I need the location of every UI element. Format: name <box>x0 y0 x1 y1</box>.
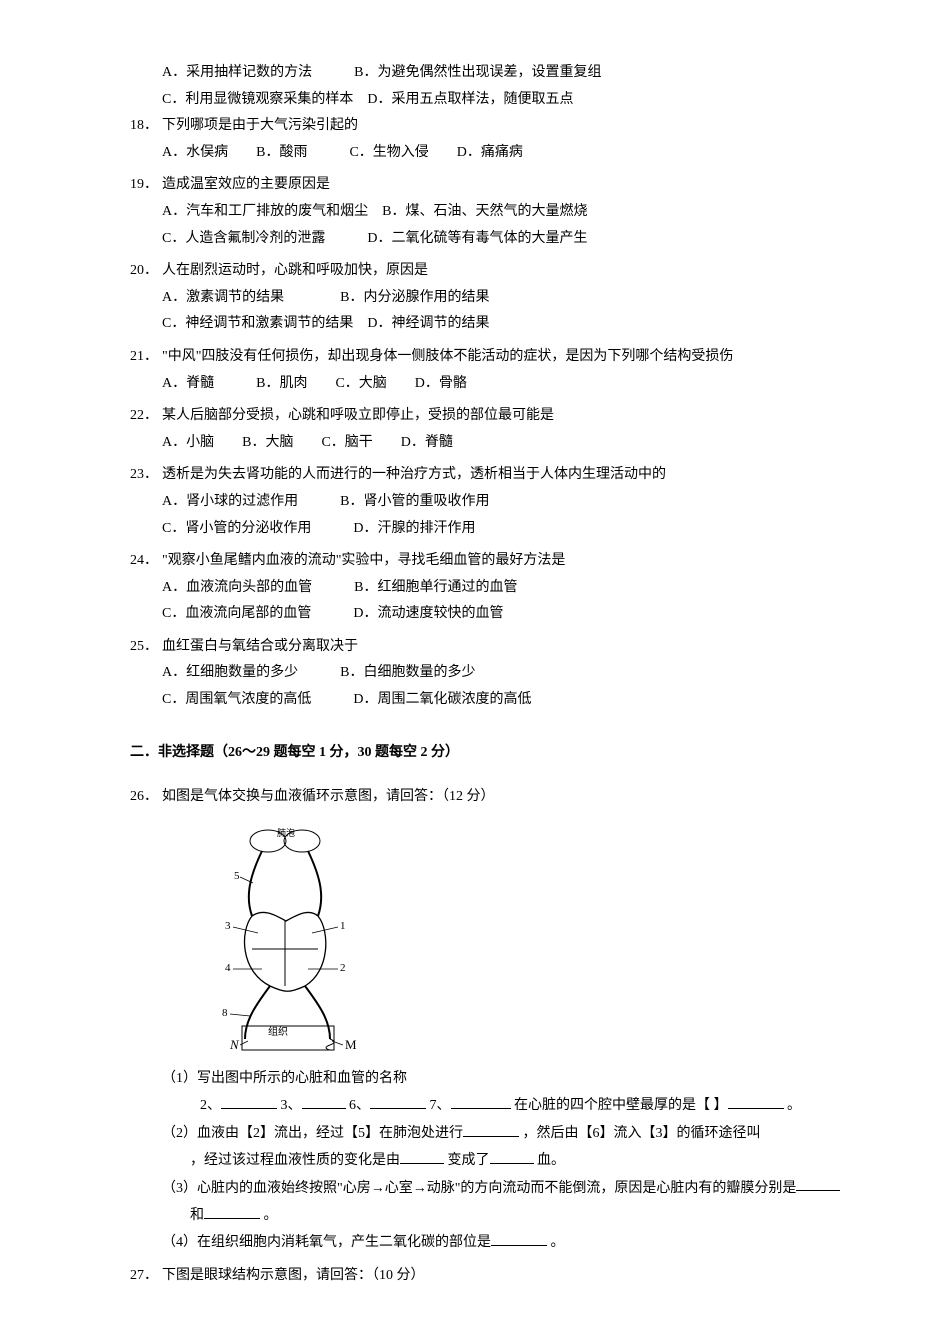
section-2-title: 二．非选择题（26～29 题每空 1 分，30 题每空 2 分） <box>130 740 850 767</box>
option-line: C．血液流向尾部的血管 D．流动速度较快的血管 <box>162 601 850 628</box>
q26-figure: 肺泡 5 3 4 1 2 8 组织 <box>190 821 850 1056</box>
q26-sub4: （4）在组织细胞内消耗氧气，产生二氧化碳的部位是 。 <box>158 1229 850 1256</box>
question-number: 25． <box>130 634 162 661</box>
sub-text: （1）写出图中所示的心脏和血管的名称 <box>162 1071 407 1086</box>
question-stem: 人在剧烈运动时，心跳和呼吸加快，原因是 <box>162 258 850 285</box>
q26-sub2: （2）血液由【2】流出，经过【5】在肺泡处进行 ，然后由【6】流入【3】的循环途… <box>158 1120 850 1175</box>
option-line: A．肾小球的过滤作用 B．肾小管的重吸收作用 <box>162 489 850 516</box>
option-line: A．采用抽样记数的方法 B．为避免偶然性出现误差，设置重复组 <box>162 60 850 87</box>
blank[interactable] <box>451 1092 511 1109</box>
question-stem: 如图是气体交换与血液循环示意图，请回答：（12 分） <box>162 784 850 811</box>
question-20: 20． 人在剧烈运动时，心跳和呼吸加快，原因是 A．激素调节的结果 B．内分泌腺… <box>130 258 850 338</box>
option-line: C．神经调节和激素调节的结果 D．神经调节的结果 <box>162 311 850 338</box>
question-stem: 血红蛋白与氧结合或分离取决于 <box>162 634 850 661</box>
option-line: C．肾小管的分泌收作用 D．汗腺的排汗作用 <box>162 516 850 543</box>
question-26: 26． 如图是气体交换与血液循环示意图，请回答：（12 分） 肺泡 5 3 4 … <box>130 784 850 1257</box>
question-stem: 透析是为失去肾功能的人而进行的一种治疗方式，透析相当于人体内生理活动中的 <box>162 462 850 489</box>
blank[interactable] <box>204 1202 260 1219</box>
svg-text:4: 4 <box>225 962 231 974</box>
question-number: 23． <box>130 462 162 489</box>
option-line: A．脊髓 B．肌肉 C．大脑 D．骨骼 <box>162 371 850 398</box>
q26-sub3: （3）心脏内的血液始终按照"心房→心室→动脉"的方向流动而不能倒流，原因是心脏内… <box>158 1175 850 1230</box>
blank[interactable] <box>221 1092 277 1109</box>
question-number: 19． <box>130 172 162 199</box>
question-number: 22． <box>130 403 162 430</box>
blank[interactable] <box>302 1092 346 1109</box>
question-27: 27． 下图是眼球结构示意图，请回答：（10 分） <box>130 1263 850 1290</box>
question-19: 19． 造成温室效应的主要原因是 A．汽车和工厂排放的废气和烟尘 B．煤、石油、… <box>130 172 850 252</box>
svg-text:8: 8 <box>222 1007 228 1019</box>
question-25: 25． 血红蛋白与氧结合或分离取决于 A．红细胞数量的多少 B．白细胞数量的多少… <box>130 634 850 714</box>
question-stem: "中风"四肢没有任何损伤，却出现身体一侧肢体不能活动的症状，是因为下列哪个结构受… <box>162 344 850 371</box>
option-line: A．水俣病 B．酸雨 C．生物入侵 D．痛痛病 <box>162 140 850 167</box>
svg-text:组织: 组织 <box>268 1025 288 1038</box>
option-line: A．汽车和工厂排放的废气和烟尘 B．煤、石油、天然气的大量燃烧 <box>162 199 850 226</box>
question-stem: 造成温室效应的主要原因是 <box>162 172 850 199</box>
blank[interactable] <box>728 1092 784 1109</box>
question-number: 24． <box>130 548 162 575</box>
label-n: N <box>229 1037 240 1052</box>
svg-text:肺泡: 肺泡 <box>277 827 295 838</box>
blank[interactable] <box>463 1120 519 1137</box>
q26-sub1-blanks: 2、 3、 6、 7、 在心脏的四个腔中壁最厚的是【 】 。 <box>130 1092 850 1119</box>
option-line: C．利用显微镜观察采集的样本 D．采用五点取样法，随便取五点 <box>162 87 850 114</box>
svg-text:3: 3 <box>225 920 231 932</box>
option-line: A．红细胞数量的多少 B．白细胞数量的多少 <box>162 660 850 687</box>
question-23: 23． 透析是为失去肾功能的人而进行的一种治疗方式，透析相当于人体内生理活动中的… <box>130 462 850 542</box>
question-number: 26． <box>130 784 162 811</box>
option-line: A．激素调节的结果 B．内分泌腺作用的结果 <box>162 285 850 312</box>
blank[interactable] <box>491 1229 547 1246</box>
question-number: 27． <box>130 1263 162 1290</box>
blank[interactable] <box>370 1092 426 1109</box>
question-number: 18． <box>130 113 162 140</box>
question-24: 24． "观察小鱼尾鳍内血液的流动"实验中，寻找毛细血管的最好方法是 A．血液流… <box>130 548 850 628</box>
blank[interactable] <box>490 1147 534 1164</box>
question-stem: "观察小鱼尾鳍内血液的流动"实验中，寻找毛细血管的最好方法是 <box>162 548 850 575</box>
question-22: 22． 某人后脑部分受损，心跳和呼吸立即停止，受损的部位最可能是 A．小脑 B．… <box>130 403 850 456</box>
option-line: A．小脑 B．大脑 C．脑干 D．脊髓 <box>162 430 850 457</box>
blank[interactable] <box>400 1147 444 1164</box>
q17-options: A．采用抽样记数的方法 B．为避免偶然性出现误差，设置重复组 C．利用显微镜观察… <box>130 60 850 113</box>
question-number: 20． <box>130 258 162 285</box>
svg-text:1: 1 <box>340 920 346 932</box>
q26-sub1: （1）写出图中所示的心脏和血管的名称 <box>158 1066 850 1093</box>
svg-text:5: 5 <box>234 870 240 882</box>
question-stem: 某人后脑部分受损，心跳和呼吸立即停止，受损的部位最可能是 <box>162 403 850 430</box>
question-18: 18． 下列哪项是由于大气污染引起的 A．水俣病 B．酸雨 C．生物入侵 D．痛… <box>130 113 850 166</box>
option-line: A．血液流向头部的血管 B．红细胞单行通过的血管 <box>162 575 850 602</box>
svg-text:2: 2 <box>340 962 346 974</box>
option-line: C．周围氧气浓度的高低 D．周围二氧化碳浓度的高低 <box>162 687 850 714</box>
blank[interactable] <box>796 1175 840 1192</box>
question-stem: 下图是眼球结构示意图，请回答：（10 分） <box>162 1263 850 1290</box>
question-21: 21． "中风"四肢没有任何损伤，却出现身体一侧肢体不能活动的症状，是因为下列哪… <box>130 344 850 397</box>
question-stem: 下列哪项是由于大气污染引起的 <box>162 113 850 140</box>
question-number: 21． <box>130 344 162 371</box>
option-line: C．人造含氟制冷剂的泄露 D．二氧化硫等有毒气体的大量产生 <box>162 226 850 253</box>
label-m: M <box>345 1037 357 1052</box>
